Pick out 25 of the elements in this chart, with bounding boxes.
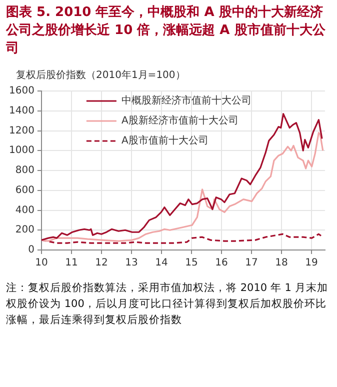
y-tick-label: 1200 xyxy=(8,125,34,136)
x-tick-label: 17 xyxy=(245,258,258,269)
x-tick-label: 18 xyxy=(275,258,288,269)
x-tick-label: 14 xyxy=(155,258,168,269)
x-tick-label: 11 xyxy=(65,258,78,269)
y-tick-label: 800 xyxy=(15,165,34,176)
x-tick-label: 10 xyxy=(35,258,48,269)
x-tick-label: 15 xyxy=(185,258,198,269)
legend-label: A股市值前十大公司 xyxy=(121,134,208,147)
text: 注：复权后股价指数算法，采用市值加权法，将 2010 年 1 月末加权股价设为 100，后以月度可比口径计算得到复权后加权股价环比涨幅，最后连乘得到复权后股价指数 xyxy=(6,281,329,328)
x-tick-label: 19 xyxy=(305,258,318,269)
x-tick-label: 12 xyxy=(95,258,108,269)
y-tick-label: 400 xyxy=(15,204,34,216)
y-tick-label: 0 xyxy=(28,244,34,256)
legend-label: 中概股新经济市值前十大公司 xyxy=(121,94,252,107)
y-tick-label: 1600 xyxy=(8,86,34,97)
y-tick-label: 200 xyxy=(15,224,34,236)
y-tick-label: 600 xyxy=(15,184,34,196)
legend-label: A股新经济市值前十大公司 xyxy=(121,114,238,127)
y-axis-title: 复权后股价指数（2010年1月=100） xyxy=(16,68,186,82)
y-tick-label: 1400 xyxy=(8,105,34,116)
x-tick-label: 13 xyxy=(125,258,138,269)
y-tick-label: 1000 xyxy=(8,145,34,156)
chart-title: 图表 5. 2010 年至今，中概股和 A 股中的十大新经济公司之股价增长近 10 倍，涨幅远超 A 股市值前十大公司 xyxy=(6,4,326,58)
x-tick-label: 16 xyxy=(215,258,228,269)
